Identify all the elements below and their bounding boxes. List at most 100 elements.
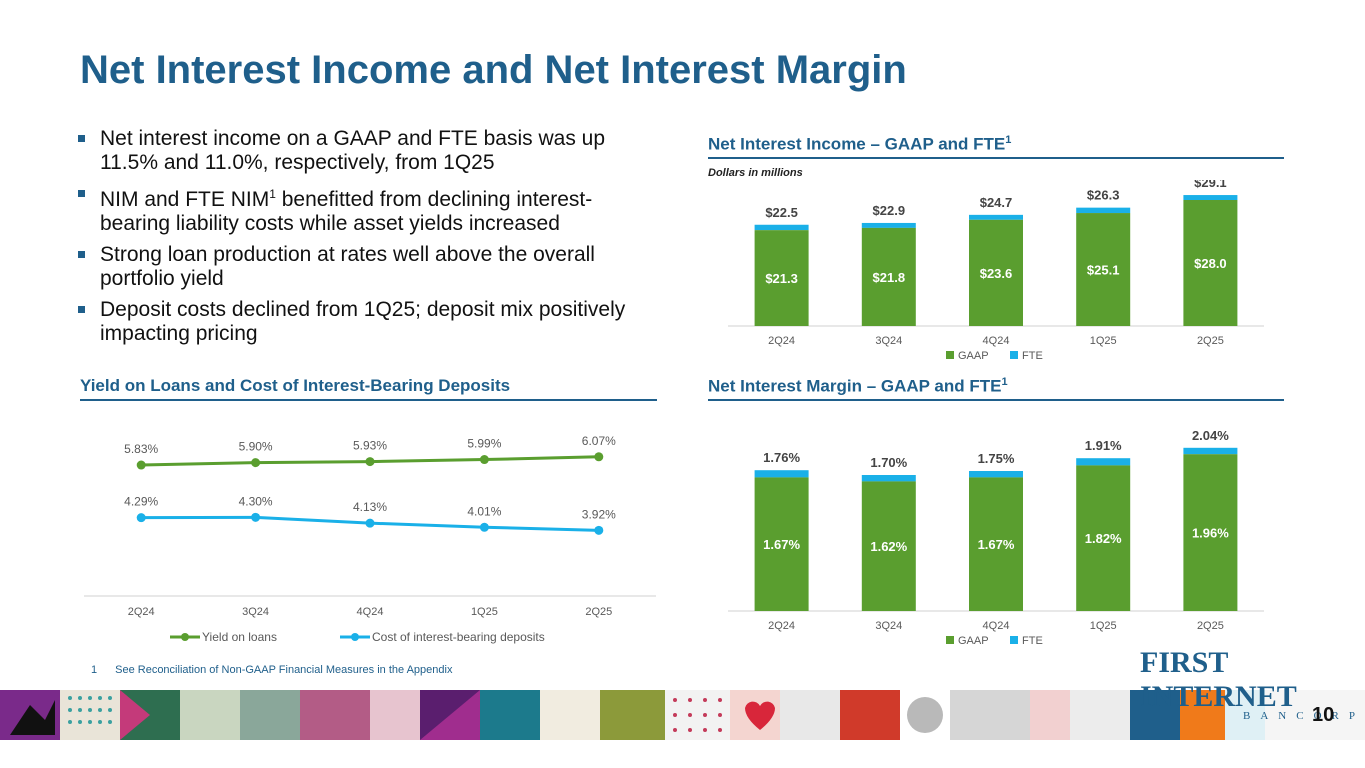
gaap-value-label: 1.67% <box>978 537 1015 552</box>
yield-point <box>251 458 261 468</box>
bullet-marker <box>78 135 85 142</box>
gaap-value-label: $23.6 <box>980 266 1013 281</box>
bullet-list: Net interest income on a GAAP and FTE ba… <box>78 127 658 353</box>
page-number: 10 <box>1312 704 1335 726</box>
first-internet-logo: FIRST INTERNET BANCORP <box>1140 646 1365 722</box>
bullet-item: Deposit costs declined from 1Q25; deposi… <box>78 298 658 346</box>
fte-value-label: $26.3 <box>1087 188 1120 203</box>
x-tick-label: 2Q25 <box>1197 335 1224 347</box>
cost-value-label: 4.29% <box>124 495 158 509</box>
x-tick-label: 2Q25 <box>1197 620 1224 632</box>
gaap-bar <box>969 477 1023 611</box>
gaap-value-label: 1.82% <box>1085 531 1122 546</box>
bullet-item: Net interest income on a GAAP and FTE ba… <box>78 127 658 175</box>
x-tick-label: 4Q24 <box>357 606 384 618</box>
gaap-bar <box>754 230 809 326</box>
yield-point <box>479 455 489 465</box>
gaap-bar <box>1183 200 1238 326</box>
bullet-marker <box>78 251 85 258</box>
nim-title-rule <box>708 399 1284 401</box>
fte-bar <box>969 214 1023 220</box>
yield-title-rule <box>80 399 657 401</box>
cost-value-label: 3.92% <box>582 507 616 521</box>
nii-chart: $21.3 $22.5 2Q24 $21.8 $22.9 3Q24 $23.6 $24.7 4Q… <box>728 180 1264 362</box>
cost-value-label: 4.13% <box>353 500 387 514</box>
fte-bar <box>1183 195 1238 200</box>
yield-value-label: 6.07% <box>582 434 616 448</box>
x-tick-label: 3Q24 <box>242 606 269 618</box>
legend-fte-label: FTE <box>1022 350 1043 362</box>
legend-fte-swatch <box>1010 351 1018 359</box>
yield-chart-title: Yield on Loans and Cost of Interest-Bear… <box>80 376 511 395</box>
x-tick-label: 4Q24 <box>983 620 1010 632</box>
legend-yield-label: Yield on loans <box>202 630 277 644</box>
gaap-value-label: 1.96% <box>1192 526 1229 541</box>
bullet-item: NIM and FTE NIM1 benefitted from declini… <box>78 182 658 236</box>
gaap-value-label: $25.1 <box>1087 263 1120 278</box>
cost-value-label: 4.01% <box>467 504 501 518</box>
nim-chart: 1.67% 1.76% 2Q24 1.62% 1.70% 3Q24 1.67% 1.75% 4Q… <box>728 428 1264 647</box>
yield-chart: 5.83% 5.90% 5.93% 5.99% 6.07% 4.29% 4.30% 4.13%… <box>84 434 656 644</box>
legend-yield-marker <box>181 633 189 641</box>
footnote: 1 See Reconciliation of Non-GAAP Financia… <box>91 664 453 676</box>
x-tick-label: 4Q24 <box>983 335 1010 347</box>
x-tick-label: 2Q24 <box>768 335 795 347</box>
fte-value-label: 2.04% <box>1192 428 1229 443</box>
fte-value-label: 1.91% <box>1085 438 1122 453</box>
x-tick-label: 1Q25 <box>471 606 498 618</box>
legend-gaap-swatch <box>946 636 954 644</box>
fte-value-label: $22.9 <box>873 203 906 218</box>
x-tick-label: 2Q25 <box>585 606 612 618</box>
gaap-value-label: $21.8 <box>873 270 906 285</box>
gaap-bar <box>969 219 1023 326</box>
yield-point <box>365 457 375 467</box>
gaap-bar <box>861 227 916 326</box>
nii-title-rule <box>708 157 1284 159</box>
yield-value-label: 5.99% <box>467 437 501 451</box>
x-tick-label: 2Q24 <box>768 620 795 632</box>
nii-subtitle: Dollars in millions <box>708 167 803 179</box>
gaap-value-label: 1.67% <box>763 537 800 552</box>
fte-bar <box>1076 207 1131 214</box>
fte-bar <box>969 471 1023 478</box>
fte-value-label: 1.76% <box>763 450 800 465</box>
cost-point <box>479 522 489 532</box>
fte-bar <box>861 475 916 482</box>
bullet-item: Strong loan production at rates well abo… <box>78 243 658 291</box>
legend-gaap-label: GAAP <box>958 635 989 647</box>
yield-point <box>136 460 146 470</box>
gaap-value-label: 1.62% <box>870 539 907 554</box>
fte-bar <box>861 222 916 228</box>
nim-chart-title: Net Interest Margin – GAAP and FTE1 <box>708 376 1008 396</box>
x-tick-label: 3Q24 <box>875 335 902 347</box>
cost-point <box>136 513 146 523</box>
cost-value-label: 4.30% <box>239 494 273 508</box>
yield-value-label: 5.83% <box>124 442 158 456</box>
yield-value-label: 5.93% <box>353 439 387 453</box>
fte-value-label: 1.75% <box>978 451 1015 466</box>
yield-point <box>594 452 604 462</box>
legend-fte-label: FTE <box>1022 635 1043 647</box>
gaap-bar <box>1183 454 1238 611</box>
yield-value-label: 5.90% <box>239 440 273 454</box>
fte-bar <box>1183 447 1238 455</box>
page-title: Net Interest Income and Net Interest Mar… <box>80 48 907 92</box>
fte-bar <box>754 470 809 478</box>
cost-point <box>251 512 261 522</box>
fte-value-label: 1.70% <box>870 455 907 470</box>
fte-value-label: $24.7 <box>980 195 1013 210</box>
legend-fte-swatch <box>1010 636 1018 644</box>
x-tick-label: 2Q24 <box>128 606 155 618</box>
bullet-marker <box>78 190 85 197</box>
legend-gaap-swatch <box>946 351 954 359</box>
gaap-value-label: $28.0 <box>1194 256 1227 271</box>
x-tick-label: 1Q25 <box>1090 335 1117 347</box>
legend-cost-label: Cost of interest-bearing deposits <box>372 630 545 644</box>
fte-value-label: $22.5 <box>765 205 798 220</box>
legend-gaap-label: GAAP <box>958 350 989 362</box>
bullet-marker <box>78 306 85 313</box>
fte-value-label: $29.1 <box>1194 180 1227 190</box>
cost-point <box>365 518 375 528</box>
fte-bar <box>754 224 809 231</box>
fte-bar <box>1076 458 1131 466</box>
